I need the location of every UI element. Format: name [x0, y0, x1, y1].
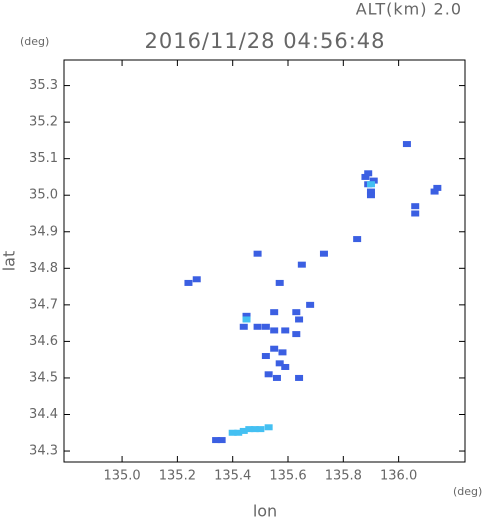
echo	[281, 327, 290, 334]
echo	[217, 437, 226, 444]
y-unit: (deg)	[20, 35, 49, 48]
echo	[192, 276, 201, 283]
echo	[366, 188, 375, 195]
x-tick-label: 135.0	[103, 469, 140, 484]
chart-title: 2016/11/28 04:56:48	[144, 29, 385, 53]
echo	[353, 236, 362, 243]
echo	[270, 309, 279, 316]
echo	[270, 327, 279, 334]
y-tick-label: 34.3	[29, 444, 58, 459]
echo	[239, 427, 248, 434]
echo	[264, 424, 273, 431]
echo	[369, 177, 378, 184]
y-tick-label: 35.1	[29, 151, 58, 166]
echo	[433, 184, 442, 191]
echo	[272, 374, 281, 381]
echo	[292, 331, 301, 338]
echo	[295, 316, 304, 323]
echo	[256, 426, 265, 433]
echo	[242, 312, 251, 319]
x-unit: (deg)	[453, 485, 482, 498]
y-tick-label: 34.9	[29, 224, 58, 239]
y-tick-label: 34.4	[29, 407, 58, 422]
echo	[184, 279, 193, 286]
echo	[250, 426, 259, 433]
echo	[228, 429, 237, 436]
echo	[306, 301, 315, 308]
y-tick-label: 34.5	[29, 370, 58, 385]
x-tick-label: 135.6	[269, 469, 306, 484]
echo	[361, 173, 370, 180]
echo	[366, 192, 375, 199]
y-tick-label: 34.8	[29, 261, 58, 276]
y-tick-label: 35.3	[29, 78, 58, 93]
echo	[212, 437, 221, 444]
echo	[319, 250, 328, 257]
echo	[292, 309, 301, 316]
x-tick-label: 135.8	[325, 469, 362, 484]
echo	[430, 188, 439, 195]
echo	[411, 203, 420, 210]
echo	[297, 261, 306, 268]
echo	[275, 360, 284, 367]
echo	[239, 323, 248, 330]
x-tick-label: 135.2	[159, 469, 196, 484]
echo	[402, 141, 411, 148]
echo	[270, 345, 279, 352]
echo	[261, 323, 270, 330]
y-tick-label: 35.0	[29, 188, 58, 203]
echo	[278, 349, 287, 356]
echo	[295, 374, 304, 381]
plot-frame	[63, 59, 466, 463]
echo	[253, 250, 262, 257]
y-tick-label: 34.6	[29, 334, 58, 349]
echo	[245, 426, 254, 433]
echo	[242, 316, 251, 323]
x-tick-label: 135.4	[214, 469, 251, 484]
x-axis-label: lon	[253, 502, 277, 521]
echo	[281, 363, 290, 370]
echo	[234, 429, 243, 436]
echo	[275, 279, 284, 286]
echo	[261, 353, 270, 360]
x-tick-label: 136.0	[380, 469, 417, 484]
echo	[366, 181, 375, 188]
y-tick-label: 35.2	[29, 115, 58, 130]
y-tick-label: 34.7	[29, 297, 58, 312]
echo	[253, 323, 262, 330]
echo	[364, 170, 373, 177]
y-axis-label: lat	[0, 251, 19, 272]
echo	[264, 371, 273, 378]
echo	[411, 210, 420, 217]
subtitle: ALT(km) 2.0	[356, 0, 462, 19]
